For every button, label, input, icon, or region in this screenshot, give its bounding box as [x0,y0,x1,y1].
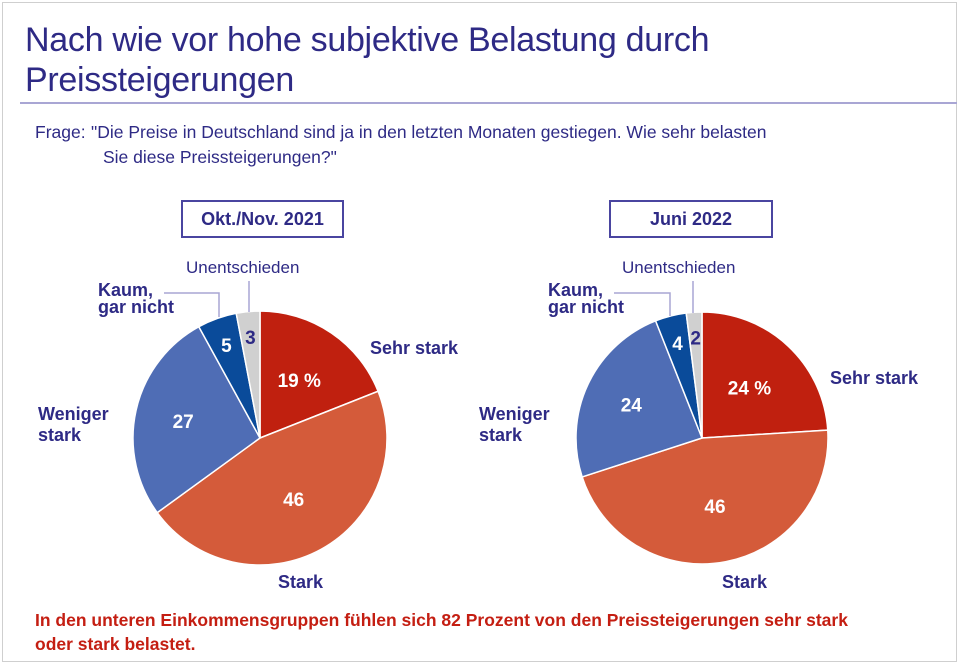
pie-chart-2021: 19 % 46 27 5 3 [132,310,388,566]
page-title: Nach wie vor hohe subjektive Belastung d… [25,21,710,99]
value-label-unentschieden-2021: 3 [245,328,256,349]
label-sehr-stark-2022: Sehr stark [830,368,919,388]
label-weniger-stark-2021-line2: stark [38,425,82,445]
value-label-stark-2022: 46 [704,497,725,518]
pie-slice-sehr-stark-2022 [701,311,829,439]
period-label-2021: Okt./Nov. 2021 [181,200,344,238]
label-weniger-stark-2022-line2: stark [479,425,523,445]
pie-slice-stark-2021 [156,390,388,566]
pie-slice-unentschieden-2021 [235,310,261,439]
label-unentschieden-2022: Unentschieden [622,258,735,277]
question-label: Frage: [35,122,86,142]
value-label-sehr-stark-2021: 19 % [278,371,321,392]
footnote-line2: oder stark belastet. [35,634,196,654]
value-label-unentschieden-2022: 2 [690,328,701,349]
pie-slice-sehr-stark-2021 [259,310,380,440]
value-label-kaum-2022: 4 [672,334,683,355]
value-label-weniger-stark-2021: 27 [173,412,194,433]
footnote-line1: In den unteren Einkommensgruppen fühlen … [35,610,848,630]
period-label-2022: Juni 2022 [609,200,773,238]
label-kaum-2022-line1: Kaum, [548,280,603,300]
value-label-sehr-stark-2022: 24 % [728,378,771,399]
label-kaum-2021-line2: gar nicht [98,297,174,317]
pie-charts: 19 % 46 27 5 3 24 % 46 24 4 2 Unentschieden Kaum… [38,258,919,592]
title-divider [20,102,957,104]
question-text-line1: "Die Preise in Deutschland sind ja in de… [91,122,767,142]
label-stark-2022: Stark [722,572,768,592]
label-weniger-stark-2022-line1: Weniger [479,404,550,424]
pie-slice-stark-2022 [581,429,829,565]
label-sehr-stark-2021: Sehr stark [370,338,459,358]
leader-line-kaum-2021 [164,292,220,317]
value-label-stark-2021: 46 [283,490,304,511]
pie-chart-2022: 24 % 46 24 4 2 [575,311,829,565]
survey-question: Frage: "Die Preise in Deutschland sind ja… [35,120,935,170]
label-kaum-2022-line2: gar nicht [548,297,624,317]
pie-slice-unentschieden-2022 [685,311,703,439]
label-stark-2021: Stark [278,572,324,592]
value-label-weniger-stark-2022: 24 [621,396,643,417]
question-text-line2: Sie diese Preissteigerungen?" [103,147,337,167]
value-label-kaum-2021: 5 [221,336,232,357]
footnote: In den unteren Einkommensgruppen fühlen … [35,608,935,656]
leader-line-kaum-2022 [614,292,671,316]
pie-slice-weniger-stark-2021 [132,325,261,514]
label-kaum-2021-line1: Kaum, [98,280,153,300]
label-weniger-stark-2021-line1: Weniger [38,404,109,424]
label-unentschieden-2021: Unentschieden [186,258,299,277]
